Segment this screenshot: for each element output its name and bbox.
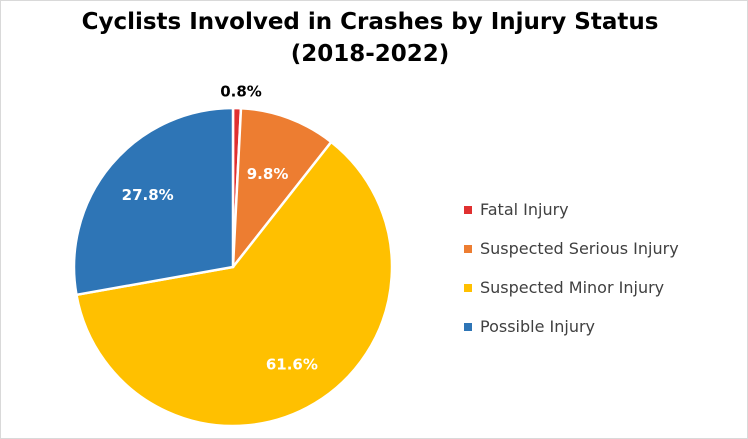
legend-item-fatal-injury: Fatal Injury: [464, 190, 679, 229]
data-label-suspected-minor-injury: 61.6%: [266, 356, 318, 374]
pie-data-labels: 0.8% 9.8% 61.6% 27.8%: [122, 83, 318, 374]
legend-swatch: [464, 322, 472, 331]
pie-slice-suspected-serious-injury: [231, 106, 333, 271]
legend-swatch: [464, 283, 472, 292]
legend-item-suspected-minor-injury: Suspected Minor Injury: [464, 268, 679, 307]
data-label-possible-injury: 27.8%: [122, 186, 174, 204]
chart-legend: Fatal Injury Suspected Serious Injury Susp…: [464, 190, 679, 346]
data-label-fatal-injury: 0.8%: [220, 83, 262, 101]
pie-slice-possible-injury: [72, 106, 235, 297]
pie-slices: [72, 106, 394, 428]
legend-item-suspected-serious-injury: Suspected Serious Injury: [464, 229, 679, 268]
legend-swatch: [464, 244, 472, 253]
legend-label: Possible Injury: [480, 317, 596, 336]
legend-label: Suspected Serious Injury: [480, 239, 679, 258]
legend-label: Fatal Injury: [480, 200, 569, 219]
legend-item-possible-injury: Possible Injury: [464, 307, 679, 346]
chart-title-line1: Cyclists Involved in Crashes by Injury S…: [81, 9, 659, 35]
chart-title-line2: (2018-2022): [290, 41, 450, 67]
chart-title: Cyclists Involved in Crashes by Injury S…: [0, 6, 740, 70]
legend-label: Suspected Minor Injury: [480, 278, 665, 297]
data-label-suspected-serious-injury: 9.8%: [247, 165, 289, 183]
legend-swatch: [464, 205, 472, 214]
pie-slice-suspected-minor-injury: [75, 140, 394, 428]
